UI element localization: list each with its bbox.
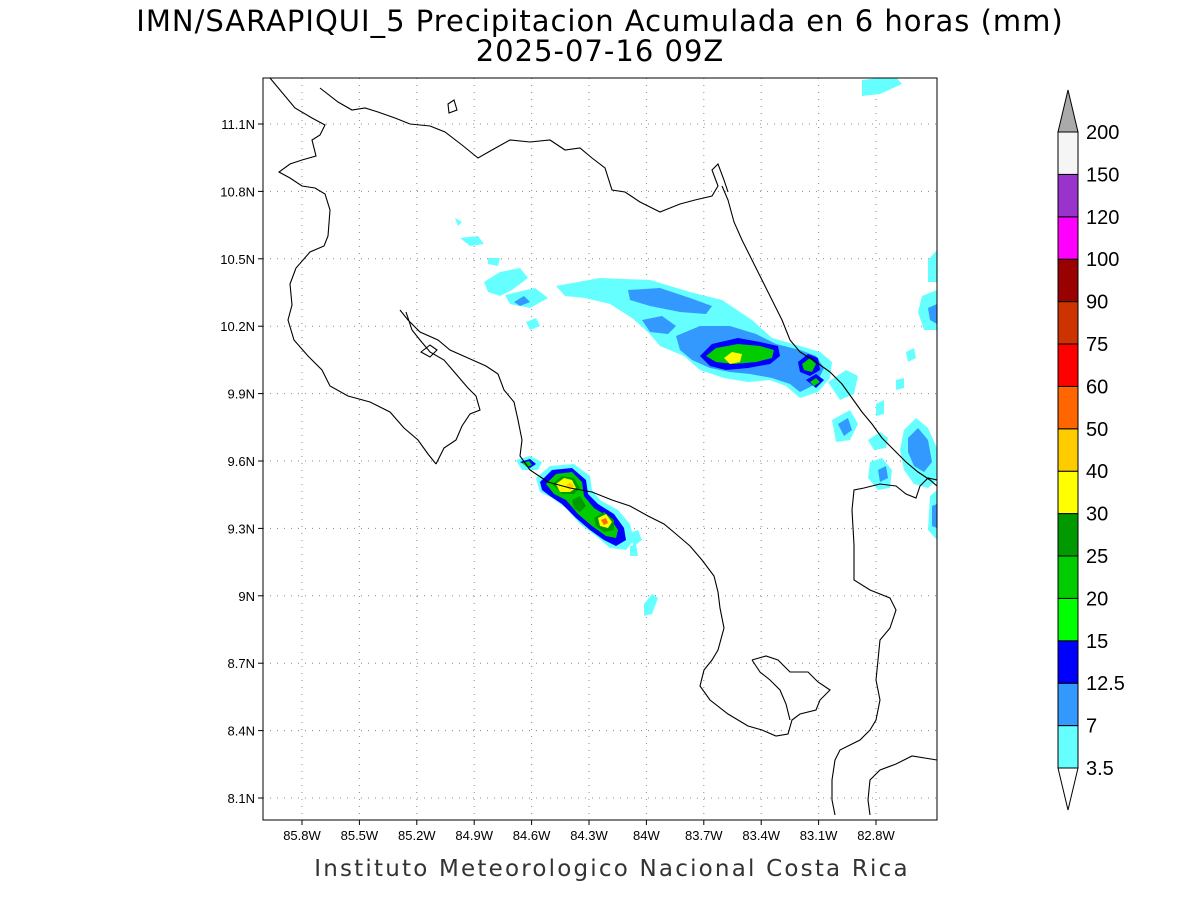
lon-tick-label: 83.7W: [685, 828, 723, 843]
nicaragua-border: [319, 87, 729, 213]
panama-border: [831, 477, 937, 816]
colorbar-lower-arrow: [1057, 767, 1079, 811]
colorbar-label: 12.5: [1086, 673, 1125, 695]
central-pacific-coast: [399, 309, 831, 737]
lon-tick-label: 84W: [633, 828, 660, 843]
south-precip-band: [516, 456, 658, 616]
colorbar-label: 50: [1086, 419, 1108, 441]
colorbar-label: 30: [1086, 504, 1108, 526]
colorbar-label: 200: [1086, 122, 1119, 144]
lat-tick-label: 8.4N: [228, 724, 255, 739]
colorbar-segment: [1057, 301, 1079, 345]
lon-tick-label: 85.5W: [341, 828, 379, 843]
lat-tick-label: 9.6N: [228, 454, 255, 469]
colorbar-label: 20: [1086, 588, 1108, 610]
colorbar-segment: [1057, 513, 1079, 557]
plot-frame: [262, 77, 938, 821]
colorbar-segment: [1057, 470, 1079, 515]
colorbar-segment: [1057, 173, 1079, 218]
colorbar-label: 3.5: [1086, 758, 1114, 780]
lat-tick-label: 9.3N: [228, 521, 255, 536]
lon-tick-label: 84.6W: [513, 828, 551, 843]
lon-tick-label: 85.8W: [283, 828, 321, 843]
colorbar-label: 15: [1086, 631, 1108, 653]
colorbar-label: 120: [1086, 207, 1119, 229]
lat-tick-label: 9N: [238, 589, 255, 604]
lon-tick-label: 82.8W: [857, 828, 895, 843]
caribbean-coast: [721, 185, 937, 487]
lat-tick-label: 8.1N: [228, 791, 255, 806]
coastlines-and-borders: [269, 78, 937, 816]
precipitation-colorbar: 3.5 7 12.5 15 20 25 30 40 50 60 75 90 100 120 150 200: [1057, 89, 1125, 811]
colorbar-segment: [1057, 682, 1079, 727]
colorbar-segment: [1057, 258, 1079, 303]
colorbar-label: 90: [1086, 292, 1108, 314]
colorbar-label: 40: [1086, 461, 1108, 483]
colorbar-segment: [1057, 428, 1079, 472]
colorbar-label: 150: [1086, 164, 1119, 186]
colorbar-label: 100: [1086, 249, 1119, 271]
nicaragua-pacific-coast: [269, 78, 437, 465]
colorbar-label: 75: [1086, 334, 1108, 356]
lon-tick-label: 85.2W: [398, 828, 436, 843]
colorbar-label: 60: [1086, 376, 1108, 398]
gulf-island: [420, 344, 438, 358]
lat-tick-label: 9.9N: [228, 387, 255, 402]
lon-tick-label: 83.1W: [800, 828, 838, 843]
institution-credit: Instituto Meteorologico Nacional Costa R…: [314, 856, 910, 882]
golfo-dulce: [751, 659, 791, 721]
nicoya-gulf-coast: [405, 311, 481, 465]
osa-peninsula: [867, 755, 937, 816]
lon-tick-label: 84.9W: [455, 828, 493, 843]
lat-tick-label: 10.5N: [220, 252, 255, 267]
colorbar-segment: [1057, 216, 1079, 260]
lat-tick-label: 10.8N: [220, 184, 255, 199]
colorbar-segment: [1057, 555, 1079, 599]
colorbar-upper-arrow: [1057, 89, 1079, 133]
colorbar-segment: [1057, 385, 1079, 430]
colorbar-segment: [1057, 343, 1079, 387]
map-subtitle-datetime: 2025-07-16 09Z: [475, 34, 725, 68]
precipitation-field: [455, 78, 937, 616]
longitude-axis: 85.8W 85.5W 85.2W 84.9W 84.6W 84.3W 84W 83.7W 83…: [283, 820, 896, 843]
north-precip-band: [455, 78, 937, 540]
map-title: IMN/SARAPIQUI_5 Precipitacion Acumulada …: [136, 4, 1064, 38]
lat-tick-label: 10.2N: [220, 319, 255, 334]
colorbar-label: 7: [1086, 716, 1097, 738]
lake-island: [447, 99, 458, 114]
colorbar-segment: [1057, 131, 1079, 175]
lon-tick-label: 84.3W: [570, 828, 608, 843]
map-grid: [263, 78, 937, 820]
colorbar-segment: [1057, 725, 1079, 769]
colorbar-segment: [1057, 597, 1079, 642]
lat-tick-label: 8.7N: [228, 656, 255, 671]
lat-tick-label: 11.1N: [221, 117, 255, 132]
latitude-axis: 11.1N 10.8N 10.5N 10.2N 9.9N 9.6N 9.3N 9N 8.7N 8.…: [220, 117, 263, 806]
colorbar-segment: [1057, 640, 1079, 684]
colorbar-label: 25: [1086, 546, 1108, 568]
lon-tick-label: 83.4W: [742, 828, 780, 843]
